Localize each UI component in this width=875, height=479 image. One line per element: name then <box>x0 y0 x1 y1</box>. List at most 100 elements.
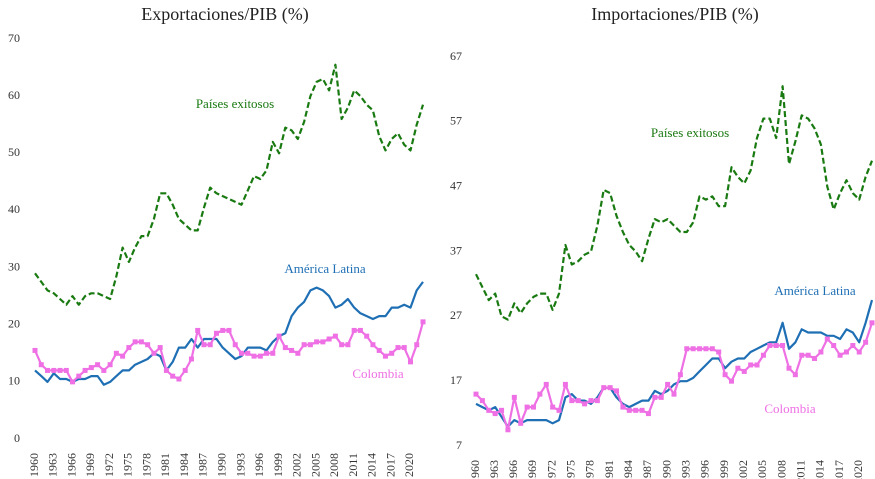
x-tick-label: 2008 <box>774 460 788 479</box>
point-marker <box>863 339 869 345</box>
point-marker <box>320 339 326 345</box>
point-marker <box>132 339 138 345</box>
point-marker <box>754 362 760 368</box>
x-tick-label: 1960 <box>27 453 41 477</box>
series-line <box>34 281 424 386</box>
point-marker <box>850 343 856 349</box>
y-tick-label: 47 <box>450 178 462 192</box>
point-marker <box>550 404 556 410</box>
x-tick-label: 1987 <box>196 453 210 477</box>
x-tick-label: 2014 <box>365 453 379 477</box>
point-marker <box>201 342 207 348</box>
point-marker <box>257 353 263 359</box>
point-marker <box>82 367 88 373</box>
x-tick-label: 1993 <box>233 453 247 477</box>
point-marker <box>805 352 811 358</box>
point-marker <box>389 350 395 356</box>
series-line <box>475 299 874 428</box>
point-marker <box>645 411 651 417</box>
x-tick-label: 1978 <box>583 460 597 479</box>
point-marker <box>401 345 407 351</box>
point-marker <box>607 385 613 391</box>
point-marker <box>824 336 830 342</box>
x-tick-label: 1969 <box>83 453 97 477</box>
chart-title: Exportaciones/PIB (%) <box>141 4 308 25</box>
point-marker <box>524 404 530 410</box>
x-tick-label: 1993 <box>679 460 693 479</box>
point-marker <box>395 345 401 351</box>
point-marker <box>332 333 338 339</box>
point-marker <box>556 407 562 413</box>
point-marker <box>357 327 363 333</box>
point-marker <box>107 362 113 368</box>
y-tick-label: 67 <box>450 49 462 63</box>
point-marker <box>345 342 351 348</box>
point-marker <box>376 347 382 353</box>
point-marker <box>270 350 276 356</box>
x-tick-label: 1984 <box>621 460 635 479</box>
x-tick-label: 1981 <box>158 453 172 477</box>
point-marker <box>499 407 505 413</box>
point-marker <box>245 350 251 356</box>
chart-title: Importaciones/PIB (%) <box>591 4 758 25</box>
point-marker <box>220 327 226 333</box>
point-marker <box>760 352 766 358</box>
x-tick-label: 1996 <box>698 460 712 479</box>
point-marker <box>582 401 588 407</box>
point-marker <box>486 407 492 413</box>
point-marker <box>382 353 388 359</box>
x-tick-label: 1969 <box>525 460 539 479</box>
y-tick-label: 57 <box>450 114 462 128</box>
point-marker <box>792 372 798 378</box>
point-marker <box>351 327 357 333</box>
point-marker <box>182 367 188 373</box>
point-marker <box>671 391 677 397</box>
point-marker <box>537 391 543 397</box>
point-marker <box>264 350 270 356</box>
point-marker <box>226 327 232 333</box>
point-marker <box>113 350 119 356</box>
point-marker <box>690 346 696 352</box>
point-marker <box>57 367 63 373</box>
point-marker <box>232 342 238 348</box>
point-marker <box>95 362 101 368</box>
series-label: Colombia <box>352 366 404 381</box>
point-marker <box>684 346 690 352</box>
point-marker <box>145 342 151 348</box>
series-label: Colombia <box>764 401 816 416</box>
y-tick-label: 50 <box>8 145 20 159</box>
point-marker <box>735 365 741 371</box>
y-tick-label: 10 <box>8 374 20 388</box>
point-marker <box>176 376 182 382</box>
point-marker <box>818 349 824 355</box>
y-tick-label: 40 <box>8 202 20 216</box>
point-marker <box>773 343 779 349</box>
series-label: América Latina <box>284 261 365 276</box>
point-marker <box>837 352 843 358</box>
series-label: Países exitosos <box>651 125 729 140</box>
point-marker <box>562 381 568 387</box>
point-marker <box>652 394 658 400</box>
point-marker <box>170 373 176 379</box>
x-tick-label: 1990 <box>214 453 228 477</box>
point-marker <box>543 381 549 387</box>
point-marker <box>479 398 485 404</box>
y-tick-label: 60 <box>8 88 20 102</box>
point-marker <box>505 427 511 433</box>
series-line <box>475 85 874 321</box>
point-marker <box>633 407 639 413</box>
x-tick-label: 1996 <box>252 453 266 477</box>
x-tick-label: 2017 <box>383 453 397 477</box>
point-marker <box>32 347 38 353</box>
y-tick-label: 70 <box>8 31 20 45</box>
x-tick-label: 1966 <box>506 460 520 479</box>
x-tick-label: 1987 <box>640 460 654 479</box>
y-tick-label: 37 <box>450 243 462 257</box>
x-tick-label: 1963 <box>487 460 501 479</box>
point-marker <box>414 342 420 348</box>
point-marker <box>594 398 600 404</box>
point-marker <box>677 372 683 378</box>
point-marker <box>492 411 498 417</box>
point-marker <box>716 349 722 355</box>
x-tick-label: 2020 <box>402 453 416 477</box>
